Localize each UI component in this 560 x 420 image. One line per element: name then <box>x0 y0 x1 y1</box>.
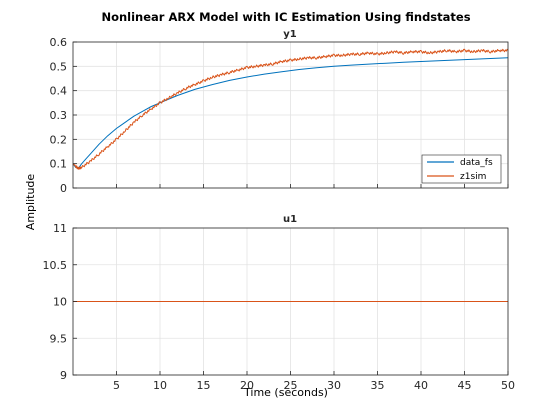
y1-ytick-label: 0 <box>60 182 67 195</box>
y-axis-label: Amplitude <box>24 174 37 231</box>
u1-ytick-label: 10.5 <box>43 259 68 272</box>
legend-label-z1sim: z1sim <box>460 172 486 182</box>
axes-u1-title: u1 <box>283 214 297 225</box>
u1-xtick-label: 50 <box>501 379 515 392</box>
u1-ytick-label: 11 <box>53 222 67 235</box>
legend-box <box>421 154 502 184</box>
x-axis-label: Time (seconds) <box>243 386 328 399</box>
axes-y1: y1 0 0.1 0.2 0.3 0.4 0.5 0.6 data_fs z1sim <box>50 29 509 195</box>
axes-u1: u1 5 10 15 20 25 30 35 40 45 50 9 9.5 10 10.5 11 <box>43 214 516 392</box>
u1-ytick-label: 9 <box>60 369 67 382</box>
y1-ytick-label: 0.5 <box>50 60 68 73</box>
y1-series-data_fs <box>72 57 509 169</box>
figure-title: Nonlinear ARX Model with IC Estimation U… <box>101 10 470 24</box>
axes-y1-ticks: 0 0.1 0.2 0.3 0.4 0.5 0.6 <box>50 36 509 195</box>
axes-y1-lines <box>72 48 509 170</box>
u1-xtick-label: 45 <box>458 379 472 392</box>
u1-xtick-label: 40 <box>414 379 428 392</box>
legend-label-data_fs: data_fs <box>460 158 493 168</box>
u1-xtick-label: 5 <box>113 379 120 392</box>
u1-ytick-label: 10 <box>53 296 67 309</box>
y1-ytick-label: 0.3 <box>50 109 68 122</box>
axes-u1-ticks: 5 10 15 20 25 30 35 40 45 50 9 9.5 10 10.5 11 <box>43 222 516 392</box>
y1-series-z1sim <box>72 48 509 170</box>
u1-xtick-label: 25 <box>284 379 298 392</box>
u1-ytick-label: 9.5 <box>50 332 68 345</box>
y1-ytick-label: 0.6 <box>50 36 68 49</box>
u1-xtick-label: 20 <box>240 379 254 392</box>
y1-ytick-label: 0.4 <box>50 85 68 98</box>
u1-xtick-label: 15 <box>197 379 211 392</box>
u1-xtick-label: 30 <box>327 379 341 392</box>
u1-xtick-label: 10 <box>153 379 167 392</box>
y1-ytick-label: 0.2 <box>50 133 68 146</box>
axes-y1-title: y1 <box>283 29 297 40</box>
y1-ytick-label: 0.1 <box>50 158 68 171</box>
legend: data_fs z1sim <box>421 154 502 184</box>
u1-xtick-label: 35 <box>371 379 385 392</box>
